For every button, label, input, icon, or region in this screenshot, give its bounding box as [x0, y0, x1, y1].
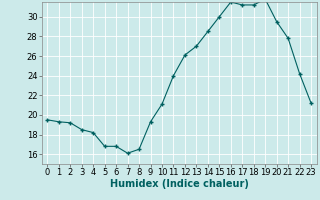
- X-axis label: Humidex (Indice chaleur): Humidex (Indice chaleur): [110, 179, 249, 189]
